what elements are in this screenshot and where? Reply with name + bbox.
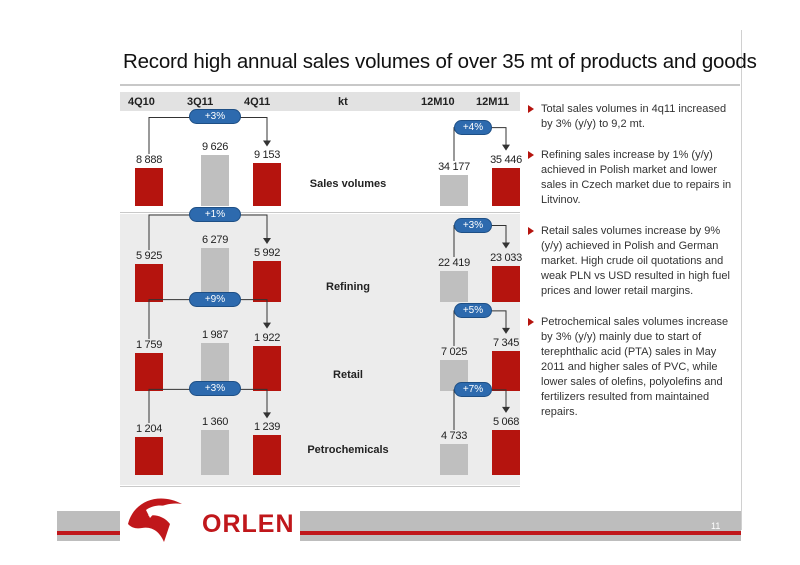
bar-value-label: 4 733 xyxy=(440,430,468,442)
band-separator xyxy=(120,212,520,213)
commentary-item: Refining sales increase by 1% (y/y) achi… xyxy=(527,148,737,208)
bar-value-label: 5 068 xyxy=(492,415,520,428)
annual-change-badge: +7% xyxy=(454,381,492,397)
annual-change-badge: +3% xyxy=(454,217,492,233)
bar-12m11 xyxy=(492,350,520,391)
quarterly-change-badge: +9% xyxy=(189,291,241,307)
header-4q10: 4Q10 xyxy=(128,96,155,108)
column-header-bar xyxy=(120,92,520,111)
arrow-down-icon xyxy=(263,237,271,244)
bar-value-label: 5 992 xyxy=(253,246,281,259)
arrow-down-icon xyxy=(502,327,510,334)
bar-3q11 xyxy=(201,429,229,475)
logo-area xyxy=(120,488,300,546)
slide-title: Record high annual sales volumes of over… xyxy=(123,50,757,73)
arrow-down-icon xyxy=(502,406,510,413)
header-4q11: 4Q11 xyxy=(244,96,271,108)
commentary-item: Total sales volumes in 4q11 increased by… xyxy=(527,102,737,132)
commentary-item: Retail sales volumes increase by 9% (y/y… xyxy=(527,224,737,299)
quarterly-change-badge: +3% xyxy=(189,109,241,125)
bar-value-label: 5 925 xyxy=(135,250,163,262)
footer-accent xyxy=(57,531,741,535)
quarterly-change-badge: +1% xyxy=(189,206,241,222)
bar-value-label: 6 279 xyxy=(201,234,229,247)
bar-value-label: 34 177 xyxy=(438,161,470,173)
bar-value-label: 9 153 xyxy=(253,149,281,162)
bar-4q10 xyxy=(135,437,163,475)
segment-label: Retail xyxy=(333,369,363,381)
bar-12m11 xyxy=(492,429,520,475)
bar-value-label: 35 446 xyxy=(490,153,522,166)
commentary-list: Total sales volumes in 4q11 increased by… xyxy=(527,102,737,436)
bullet-arrow-icon xyxy=(528,318,534,326)
header-unit: kt xyxy=(338,96,348,108)
commentary-item: Petrochemical sales volumes increase by … xyxy=(527,315,737,420)
bar-12m11 xyxy=(492,167,520,206)
segment-label: Refining xyxy=(326,281,370,293)
bar-12m10 xyxy=(440,175,468,206)
bar-value-label: 8 888 xyxy=(135,154,163,166)
arrow-down-icon xyxy=(263,140,271,147)
bar-12m10 xyxy=(440,271,468,302)
bar-value-label: 1 922 xyxy=(253,331,281,344)
orlen-logo-text: ORLEN xyxy=(202,510,295,538)
annual-change-badge: +5% xyxy=(454,302,492,318)
header-12m11: 12M11 xyxy=(476,96,510,108)
page-number: 11 xyxy=(711,521,721,531)
bar-4q11 xyxy=(253,163,281,206)
orlen-eagle-icon xyxy=(128,498,182,542)
right-frame-line xyxy=(741,30,742,530)
bar-4q10 xyxy=(135,353,163,391)
bar-value-label: 23 033 xyxy=(490,251,522,264)
segment-label: Petrochemicals xyxy=(307,444,389,456)
bar-12m10 xyxy=(440,444,468,475)
annual-change-badge: +4% xyxy=(454,119,492,135)
bar-value-label: 1 759 xyxy=(135,339,163,351)
segments-band xyxy=(120,214,520,485)
bar-value-label: 1 360 xyxy=(201,415,229,428)
bar-value-label: 9 626 xyxy=(201,141,229,154)
header-3q11: 3Q11 xyxy=(187,96,214,108)
bar-4q11 xyxy=(253,435,281,475)
bar-value-label: 1 239 xyxy=(253,421,281,434)
bar-4q11 xyxy=(253,345,281,391)
segment-label: Sales volumes xyxy=(309,178,387,190)
bar-value-label: 1 204 xyxy=(135,423,163,435)
bar-value-label: 7 345 xyxy=(492,336,520,349)
bar-3q11 xyxy=(201,155,229,206)
header-12m10: 12M10 xyxy=(421,96,455,108)
quarterly-change-badge: +3% xyxy=(189,381,241,397)
bar-4q11 xyxy=(253,260,281,302)
bar-4q10 xyxy=(135,168,163,206)
bar-value-label: 1 987 xyxy=(201,328,229,341)
arrow-down-icon xyxy=(263,322,271,329)
bar-12m11 xyxy=(492,265,520,302)
bullet-arrow-icon xyxy=(528,151,534,159)
arrow-down-icon xyxy=(263,412,271,419)
bar-value-label: 22 419 xyxy=(438,257,470,269)
arrow-down-icon xyxy=(502,144,510,151)
band-separator xyxy=(120,486,520,487)
bullet-arrow-icon xyxy=(528,105,534,113)
bar-4q10 xyxy=(135,264,163,302)
bullet-arrow-icon xyxy=(528,227,534,235)
bar-value-label: 7 025 xyxy=(440,346,468,358)
title-rule xyxy=(120,84,740,86)
arrow-down-icon xyxy=(502,242,510,249)
